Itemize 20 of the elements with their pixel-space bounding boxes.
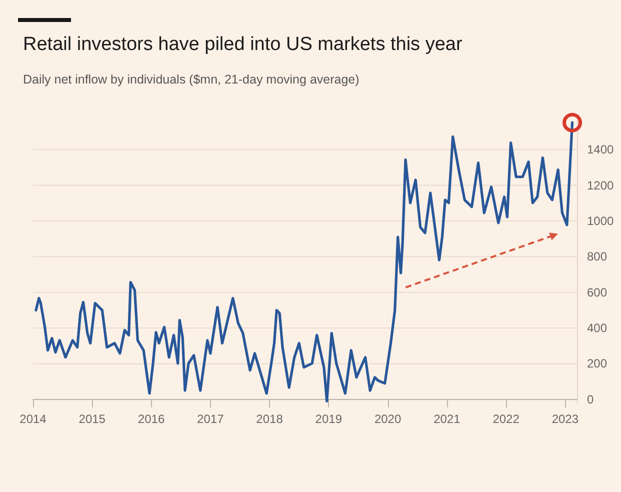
x-tick-label: 2020 bbox=[374, 412, 402, 426]
y-tick-label: 200 bbox=[587, 356, 608, 371]
x-tick-label: 2019 bbox=[315, 412, 342, 426]
x-tick-label: 2016 bbox=[138, 412, 165, 426]
x-tick-label: 2021 bbox=[434, 412, 461, 426]
x-tick-label: 2022 bbox=[492, 412, 520, 426]
y-tick-label: 800 bbox=[587, 250, 608, 264]
x-tick-label: 2023 bbox=[552, 412, 579, 426]
chart-title: Retail investors have piled into US markets this year bbox=[23, 34, 463, 55]
y-tick-label: 1000 bbox=[587, 214, 614, 228]
y-tick-label: 400 bbox=[587, 321, 608, 336]
y-tick-label: 1400 bbox=[587, 142, 614, 157]
x-tick-label: 2018 bbox=[256, 412, 284, 426]
y-tick-label: 0 bbox=[587, 392, 594, 406]
chart-subtitle: Daily net inflow by individuals ($mn, 21-day moving average) bbox=[23, 72, 360, 86]
y-tick-label: 1200 bbox=[587, 178, 614, 192]
x-tick-label: 2017 bbox=[197, 412, 224, 426]
x-tick-label: 2014 bbox=[20, 412, 47, 426]
x-tick-label: 2015 bbox=[78, 412, 106, 426]
y-tick-label: 600 bbox=[587, 285, 608, 300]
